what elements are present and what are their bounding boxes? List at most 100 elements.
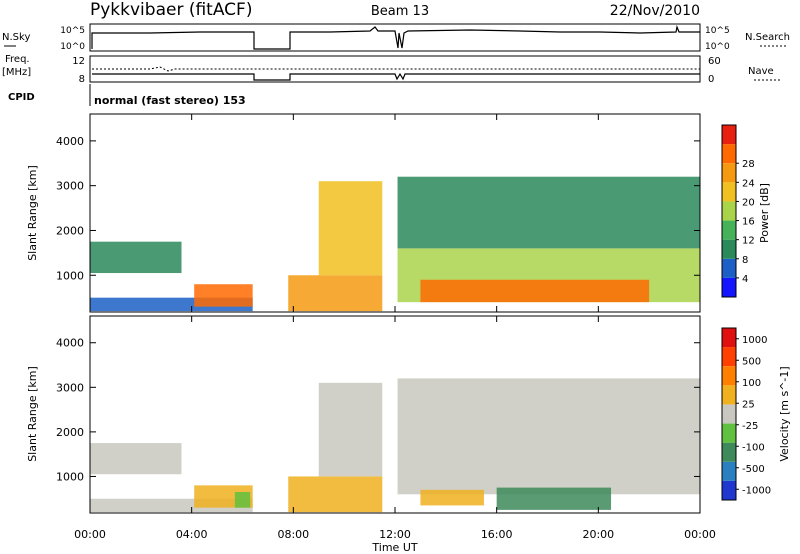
y-tick-label: 4000 bbox=[56, 337, 84, 350]
colorbar-segment bbox=[722, 220, 736, 240]
colorbar-tick-label: 1000 bbox=[742, 335, 767, 346]
y-tick-label: 1000 bbox=[56, 470, 84, 483]
colorbar-segment bbox=[722, 201, 736, 221]
nsky-tick-high: 10^5 bbox=[60, 26, 85, 36]
velocity-panel: 1000 2000 3000 4000 Slant Range [km] 1000 50… bbox=[26, 315, 791, 514]
heatmap-region-7 bbox=[496, 487, 612, 510]
heatmap-region-4 bbox=[318, 181, 383, 276]
heatmap-region-0 bbox=[90, 443, 182, 475]
heatmap-region-6 bbox=[397, 176, 700, 249]
freq-panel: Freq. [MHz] 12 8 60 0 Nave bbox=[2, 54, 780, 85]
colorbar-segment bbox=[722, 328, 736, 348]
colorbar-tick-label: 500 bbox=[742, 356, 761, 367]
freq-tick-high: 12 bbox=[72, 56, 85, 67]
heatmap-region-7 bbox=[420, 279, 650, 303]
time-tick-label: 20:00 bbox=[582, 528, 614, 541]
colorbar-segment bbox=[722, 404, 736, 424]
velocity-y-ticks: 1000 2000 3000 4000 bbox=[56, 337, 700, 483]
velocity-heatmap-cells bbox=[90, 378, 700, 513]
heatmap-region-0 bbox=[90, 241, 182, 274]
colorbar-tick-label: 28 bbox=[742, 159, 755, 170]
colorbar-segment bbox=[722, 163, 736, 183]
nsky-panel: N.Sky 10^5 10^0 10^5 10^0 N.Search bbox=[2, 23, 790, 52]
colorbar-segment bbox=[722, 461, 736, 481]
y-tick-label: 4000 bbox=[56, 135, 84, 148]
heatmap-region-5 bbox=[318, 382, 383, 477]
nsearch-tick-high: 10^5 bbox=[705, 26, 730, 36]
nsky-trace bbox=[91, 24, 700, 50]
y-tick-label: 2000 bbox=[56, 426, 84, 439]
colorbar-tick-label: -1000 bbox=[742, 485, 771, 496]
cpid-row: CPID normal (fast stereo) 153 bbox=[8, 84, 246, 107]
colorbar-frame bbox=[721, 124, 737, 298]
power-x-ticks bbox=[89, 114, 701, 312]
colorbar-tick-label: 12 bbox=[742, 236, 755, 247]
freq-trace bbox=[92, 72, 700, 81]
nsearch-tick-low: 10^0 bbox=[705, 42, 730, 52]
nsearch-label: N.Search bbox=[745, 32, 790, 43]
nave-label: Nave bbox=[748, 66, 774, 77]
heatmap-region-6 bbox=[397, 378, 700, 495]
colorbar-segment bbox=[722, 385, 736, 405]
heatmap-region-4 bbox=[288, 476, 383, 513]
colorbar-tick-label: -500 bbox=[742, 464, 765, 475]
colorbar-segment bbox=[722, 277, 736, 297]
plot-title: Pykkvibaer (fitACF) bbox=[90, 0, 252, 20]
colorbar-tick-label: 24 bbox=[742, 178, 755, 189]
y-tick-label: 3000 bbox=[56, 180, 84, 193]
colorbar-segment bbox=[722, 366, 736, 386]
freq-label-2: [MHz] bbox=[2, 67, 31, 78]
cpid-label: CPID bbox=[8, 92, 35, 103]
power-y-ticks: 1000 2000 3000 4000 bbox=[56, 135, 700, 282]
time-tick-label: 00:00 bbox=[74, 528, 106, 541]
colorbar-tick-label: 100 bbox=[742, 378, 761, 389]
colorbar-segment bbox=[722, 125, 736, 145]
nsky-tick-low: 10^0 bbox=[60, 42, 85, 52]
heatmap-region-8 bbox=[420, 489, 484, 506]
colorbar-frame bbox=[721, 327, 737, 501]
colorbar-segment bbox=[722, 182, 736, 202]
velocity-ylabel: Slant Range [km] bbox=[26, 366, 39, 462]
colorbar-tick-label: -25 bbox=[742, 421, 758, 432]
y-tick-label: 2000 bbox=[56, 224, 84, 237]
colorbar-tick-label: 4 bbox=[742, 274, 748, 285]
power-colorbar: 4 8 12 16 20 24 28 bbox=[721, 124, 755, 298]
colorbar-segment bbox=[722, 347, 736, 367]
time-tick-label: 08:00 bbox=[277, 528, 309, 541]
velocity-colorbar-label: Velocity [m s^-1] bbox=[778, 366, 791, 461]
colorbar-tick-label: 25 bbox=[742, 399, 755, 410]
colorbar-segment bbox=[722, 480, 736, 500]
colorbar-segment bbox=[722, 442, 736, 462]
colorbar-tick-label: 16 bbox=[742, 217, 755, 228]
time-tick-label: 00:00 bbox=[684, 528, 716, 541]
freq-tick-low: 8 bbox=[79, 74, 85, 85]
colorbar-segment bbox=[722, 258, 736, 278]
power-panel: 1000 2000 3000 4000 Slant Range [km] 4 8 12 16… bbox=[26, 113, 771, 313]
date-label: 22/Nov/2010 bbox=[610, 3, 700, 19]
time-tick-label: 12:00 bbox=[379, 528, 411, 541]
time-x-tick-labels: 00:00 04:00 08:00 12:00 16:00 20:00 00:00 bbox=[74, 528, 716, 541]
nave-tick-low: 0 bbox=[708, 74, 714, 85]
heatmap-region-2 bbox=[194, 284, 253, 307]
heatmap-region-3 bbox=[234, 492, 251, 508]
nave-trace bbox=[92, 66, 700, 72]
colorbar-segment bbox=[722, 144, 736, 164]
cpid-text: normal (fast stereo) 153 bbox=[94, 94, 246, 107]
time-tick-label: 04:00 bbox=[176, 528, 208, 541]
colorbar-tick-label: -100 bbox=[742, 442, 765, 453]
nave-tick-high: 60 bbox=[708, 56, 721, 67]
velocity-colorbar: 1000 500 100 25 -25 -100 -500 -1000 bbox=[721, 327, 771, 501]
time-axis-label: Time UT bbox=[371, 541, 417, 554]
colorbar-tick-label: 20 bbox=[742, 197, 755, 208]
y-tick-label: 3000 bbox=[56, 381, 84, 394]
power-heatmap-cells bbox=[90, 176, 700, 312]
time-tick-label: 16:00 bbox=[481, 528, 513, 541]
velocity-x-ticks bbox=[89, 316, 701, 513]
beam-label: Beam 13 bbox=[371, 4, 429, 19]
heatmap-region-3 bbox=[288, 275, 383, 312]
nsky-label: N.Sky bbox=[2, 32, 30, 43]
colorbar-segment bbox=[722, 423, 736, 443]
freq-label-1: Freq. bbox=[5, 54, 30, 65]
colorbar-tick-label: 8 bbox=[742, 255, 748, 266]
